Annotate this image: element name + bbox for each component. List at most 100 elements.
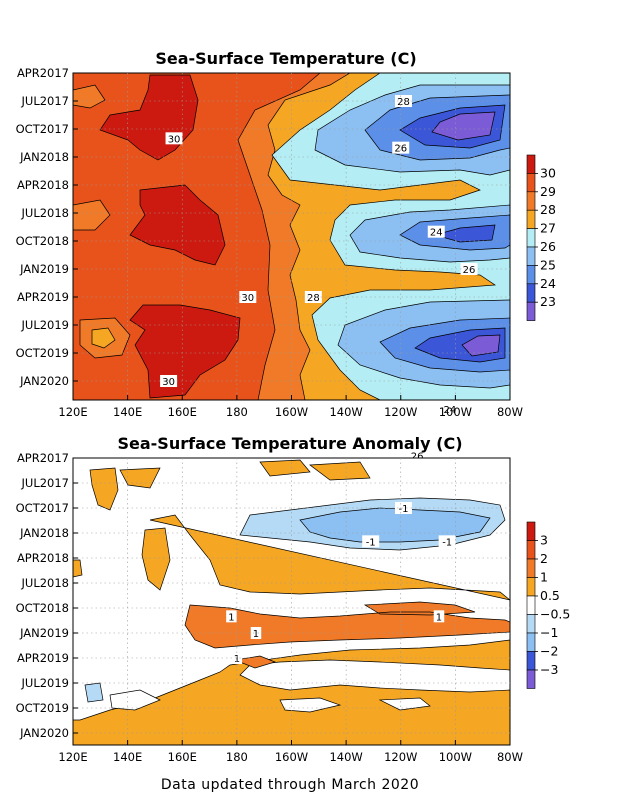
sst-colorbar-label: 30	[540, 165, 556, 180]
anomaly-y-tick-label: JAN2019	[19, 626, 69, 640]
sst-colorbar-label: 25	[540, 257, 556, 272]
anomaly-x-tick-label: 140E	[113, 750, 142, 764]
sst-y-tick-label: JUL2017	[21, 94, 69, 108]
sst-band-23-24	[399, 104, 506, 363]
sst-west-warm-center	[91, 327, 116, 349]
footer-note: Data updated through March 2020	[161, 777, 419, 793]
sst-y-tick-label: APR2018	[17, 178, 69, 192]
anomaly-x-tick-label: 180	[226, 750, 248, 764]
sst-title: Sea-Surface Temperature (C)	[155, 49, 416, 68]
anomaly-contour-label-bg	[433, 610, 445, 623]
sst-colorbar-swatch	[526, 265, 536, 285]
anomaly-contour-labels: -1 -1 -1 1 1 1 1	[226, 502, 456, 665]
anomaly-contour-label: -1	[442, 537, 452, 548]
sst-x-tick-label: 140W	[329, 405, 362, 419]
sst-y-tick-label: APR2017	[17, 66, 69, 80]
anomaly-band-neg0.5-neg1	[84, 497, 506, 703]
anomaly-colorbar-label: 1	[540, 570, 548, 585]
anomaly-contour-label: 1	[253, 629, 259, 640]
sst-colorbar-label: 29	[540, 184, 556, 199]
sst-contour-label: 24	[430, 228, 443, 239]
anomaly-colorbar: 3 2 1 0.5 −0.5 −1 −2 −3	[526, 521, 570, 689]
anomaly-y-tick-label: OCT2018	[16, 601, 69, 615]
anomaly-colorbar-label: −2	[540, 644, 558, 659]
anomaly-y-tick-label: JAN2020	[19, 726, 69, 740]
anomaly-colorbar-swatch	[526, 595, 536, 615]
sst-x-tick-label: 160W	[275, 405, 308, 419]
anomaly-band-1-2	[184, 601, 510, 669]
sst-contour-label: 30	[162, 377, 175, 388]
sst-colorbar-swatch	[526, 209, 536, 229]
anomaly-near-zero-pockets	[109, 689, 431, 713]
anomaly-colorbar-label: 3	[540, 533, 548, 548]
sst-contour-label: 28	[307, 293, 320, 304]
sst-y-tick-label: JAN2018	[19, 150, 69, 164]
anomaly-colorbar-label: 2	[540, 551, 548, 566]
anomaly-x-tick-label: 160E	[168, 750, 197, 764]
sst-colorbar-swatch	[526, 246, 536, 266]
sst-colorbar-label: 27	[540, 221, 556, 236]
anomaly-title: Sea-Surface Temperature Anomaly (C)	[117, 434, 462, 453]
anomaly-contour-label: 1	[234, 654, 240, 665]
anomaly-contour-label: -1	[366, 537, 376, 548]
sst-contour-label-bg	[427, 225, 445, 238]
sst-field	[73, 73, 510, 400]
sst-contour-label: 26	[463, 265, 476, 276]
sst-colorbar-swatch	[526, 173, 536, 193]
anomaly-y-axis: APR2017 JUL2017 OCT2017 JAN2018 APR2018 JUL20…	[16, 451, 78, 740]
sst-band-below-23	[431, 111, 501, 357]
sst-contour-label: 26	[394, 144, 407, 155]
sst-x-tick-label: 120W	[384, 405, 417, 419]
sst-band-above-30	[99, 74, 241, 399]
anomaly-colorbar-swatch	[526, 632, 536, 652]
sst-y-tick-label: APR2019	[17, 290, 69, 304]
sst-colorbar-label: 24	[540, 276, 556, 291]
sst-colorbar-label: 26	[540, 239, 556, 254]
sst-colorbar-label: 28	[540, 202, 556, 217]
anomaly-contour-label-bg	[438, 535, 456, 548]
sst-x-tick-label: 100W	[439, 405, 472, 419]
anomaly-y-tick-label: APR2019	[17, 651, 69, 665]
anomaly-contour-label: 1	[436, 612, 442, 623]
anomaly-contour-label: -1	[398, 504, 408, 515]
sst-colorbar-swatch	[526, 301, 536, 321]
anomaly-x-tick-label: 80W	[497, 750, 523, 764]
sst-grid	[73, 73, 510, 400]
sst-colorbar-label: 23	[540, 294, 556, 309]
sst-contour-label-bg	[441, 403, 459, 415]
anomaly-y-tick-label: JUL2019	[21, 676, 69, 690]
sst-colorbar-swatch	[526, 283, 536, 303]
sst-colorbar: 30 29 28 27 26 25 24 23	[526, 154, 556, 321]
anomaly-y-tick-label: JUL2017	[21, 476, 69, 490]
anomaly-colorbar-swatch	[526, 651, 536, 671]
sst-y-tick-label: JUL2018	[21, 206, 69, 220]
anomaly-colorbar-swatch	[526, 521, 536, 541]
sst-x-tick-label: 140E	[113, 405, 142, 419]
anomaly-colorbar-swatch	[526, 577, 536, 597]
sst-y-tick-label: JUL2019	[21, 318, 69, 332]
sst-contour-label: 28	[397, 97, 410, 108]
sst-west-cool-pockets	[73, 84, 131, 359]
sst-y-tick-label: OCT2019	[16, 346, 69, 360]
anomaly-y-tick-label: APR2018	[17, 551, 69, 565]
sst-x-tick-label: 180	[226, 405, 248, 419]
anomaly-colorbar-swatch	[526, 614, 536, 634]
sst-contour-label: 24	[444, 405, 457, 416]
anomaly-y-tick-label: OCT2019	[16, 701, 69, 715]
sst-colorbar-swatch	[526, 228, 536, 248]
sst-contour-label: 30	[241, 293, 254, 304]
anomaly-contour-label: 1	[228, 612, 234, 623]
anomaly-x-tick-label: 160W	[275, 750, 308, 764]
anomaly-colorbar-label: −0.5	[540, 607, 570, 622]
sst-x-tick-label: 120E	[58, 405, 87, 419]
anomaly-colorbar-swatch	[526, 558, 536, 578]
anomaly-x-tick-label: 120W	[384, 750, 417, 764]
anomaly-x-tick-label: 100W	[439, 750, 472, 764]
sst-colorbar-swatch	[526, 191, 536, 211]
anomaly-contour-label-bg	[231, 652, 243, 664]
sst-y-tick-label: OCT2018	[16, 234, 69, 248]
anomaly-y-tick-label: JAN2018	[19, 526, 69, 540]
anomaly-y-tick-label: APR2017	[17, 451, 69, 465]
anomaly-colorbar-label: 0.5	[540, 588, 560, 603]
anomaly-band-0.5-1	[73, 459, 510, 745]
